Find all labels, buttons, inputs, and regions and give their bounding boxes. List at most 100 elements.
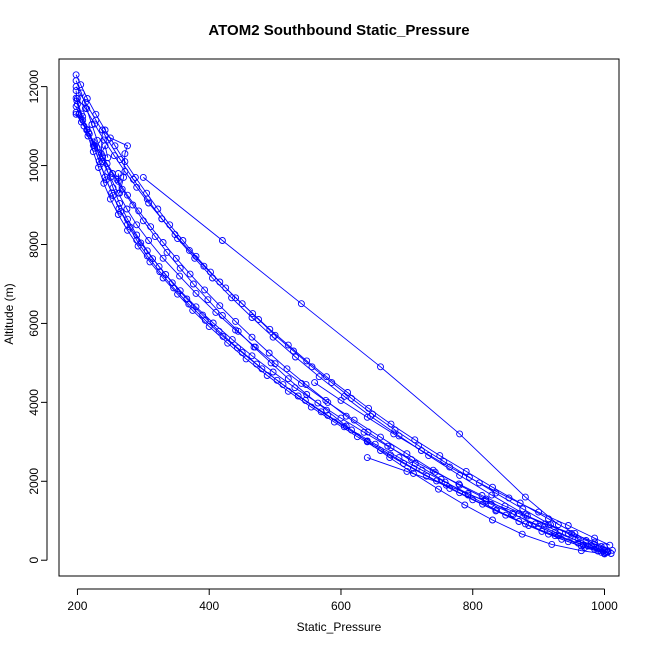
data-point [114, 170, 122, 177]
data-point [456, 430, 464, 438]
data-point [303, 357, 311, 365]
data-point [475, 479, 483, 487]
data-point [83, 105, 91, 113]
series-7 [139, 173, 562, 529]
plot-area-border [58, 58, 620, 577]
data-point [93, 136, 101, 144]
data-point [159, 254, 167, 262]
data-point [185, 246, 193, 254]
series-10 [72, 108, 607, 555]
data-point [311, 379, 319, 387]
data-point [301, 396, 309, 404]
data-point [101, 142, 109, 150]
series-12 [363, 454, 608, 551]
series-line [314, 382, 610, 546]
data-point [143, 195, 151, 203]
data-point [145, 237, 153, 244]
data-point [501, 502, 509, 510]
data-point [292, 353, 299, 361]
data-point [462, 467, 470, 475]
data-point [273, 376, 281, 384]
data-point [267, 359, 275, 367]
data-point [209, 274, 216, 282]
data-point [266, 325, 274, 333]
data-point [218, 312, 226, 319]
data-point [176, 287, 184, 295]
data-point [139, 173, 147, 181]
series-line [75, 112, 604, 552]
y-axis: 0 2000 4000 6000 8000 10000 12000 [27, 70, 48, 564]
data-point [308, 363, 316, 371]
data-point [519, 505, 527, 513]
series-1 [72, 71, 612, 556]
data-point [591, 538, 599, 546]
data-point [162, 271, 170, 278]
data-point [518, 530, 526, 538]
data-point [201, 316, 209, 324]
data-point [417, 447, 425, 454]
data-point [248, 352, 256, 360]
data-point [493, 506, 500, 514]
data-point [106, 134, 114, 142]
data-point [505, 494, 513, 502]
data-point [423, 472, 431, 480]
data-point [323, 373, 330, 381]
series-4 [72, 77, 605, 556]
data-point [248, 314, 256, 321]
data-point [258, 365, 266, 373]
data-point [387, 444, 395, 452]
data-point [315, 373, 323, 381]
series-line [75, 90, 612, 554]
data-point [342, 412, 350, 420]
y-tick-label: 4000 [27, 389, 41, 416]
data-point [93, 144, 101, 152]
data-point [104, 154, 112, 162]
data-point [216, 302, 224, 310]
data-point [158, 215, 166, 223]
data-point [200, 262, 208, 270]
data-point [228, 336, 236, 344]
data-point [489, 516, 496, 524]
data-point [269, 368, 277, 376]
data-point [435, 485, 442, 493]
data-point [116, 189, 124, 197]
data-point [149, 255, 157, 263]
data-point [297, 300, 305, 308]
data-point [99, 126, 106, 134]
data-point [324, 411, 332, 419]
data-point [121, 150, 129, 158]
data-point [253, 360, 261, 368]
data-point [232, 294, 240, 302]
data-point [135, 207, 143, 215]
data-point [212, 308, 220, 316]
data-point [269, 333, 277, 341]
data-point [201, 286, 209, 294]
data-point [85, 130, 93, 138]
x-tick-label: 800 [463, 599, 483, 613]
y-tick-label: 6000 [27, 310, 41, 337]
x-axis-label: Static_Pressure [297, 620, 382, 634]
data-point [531, 520, 539, 528]
data-point [488, 491, 496, 499]
x-tick-label: 200 [67, 599, 87, 613]
y-tick-label: 0 [27, 557, 41, 564]
data-point [469, 496, 477, 504]
data-point [377, 363, 384, 371]
data-point [291, 384, 299, 392]
series-11 [97, 126, 131, 197]
data-point [124, 142, 131, 150]
data-point [342, 422, 350, 430]
data-point [502, 511, 510, 519]
series-line [75, 106, 605, 554]
data-point [564, 538, 572, 546]
data-point [204, 296, 212, 304]
data-point [192, 303, 200, 311]
series-line [75, 97, 608, 552]
data-point [114, 177, 122, 185]
data-point [116, 156, 124, 164]
data-point [554, 521, 562, 529]
data-point [249, 310, 257, 318]
data-point [238, 349, 246, 357]
data-point [137, 239, 145, 247]
